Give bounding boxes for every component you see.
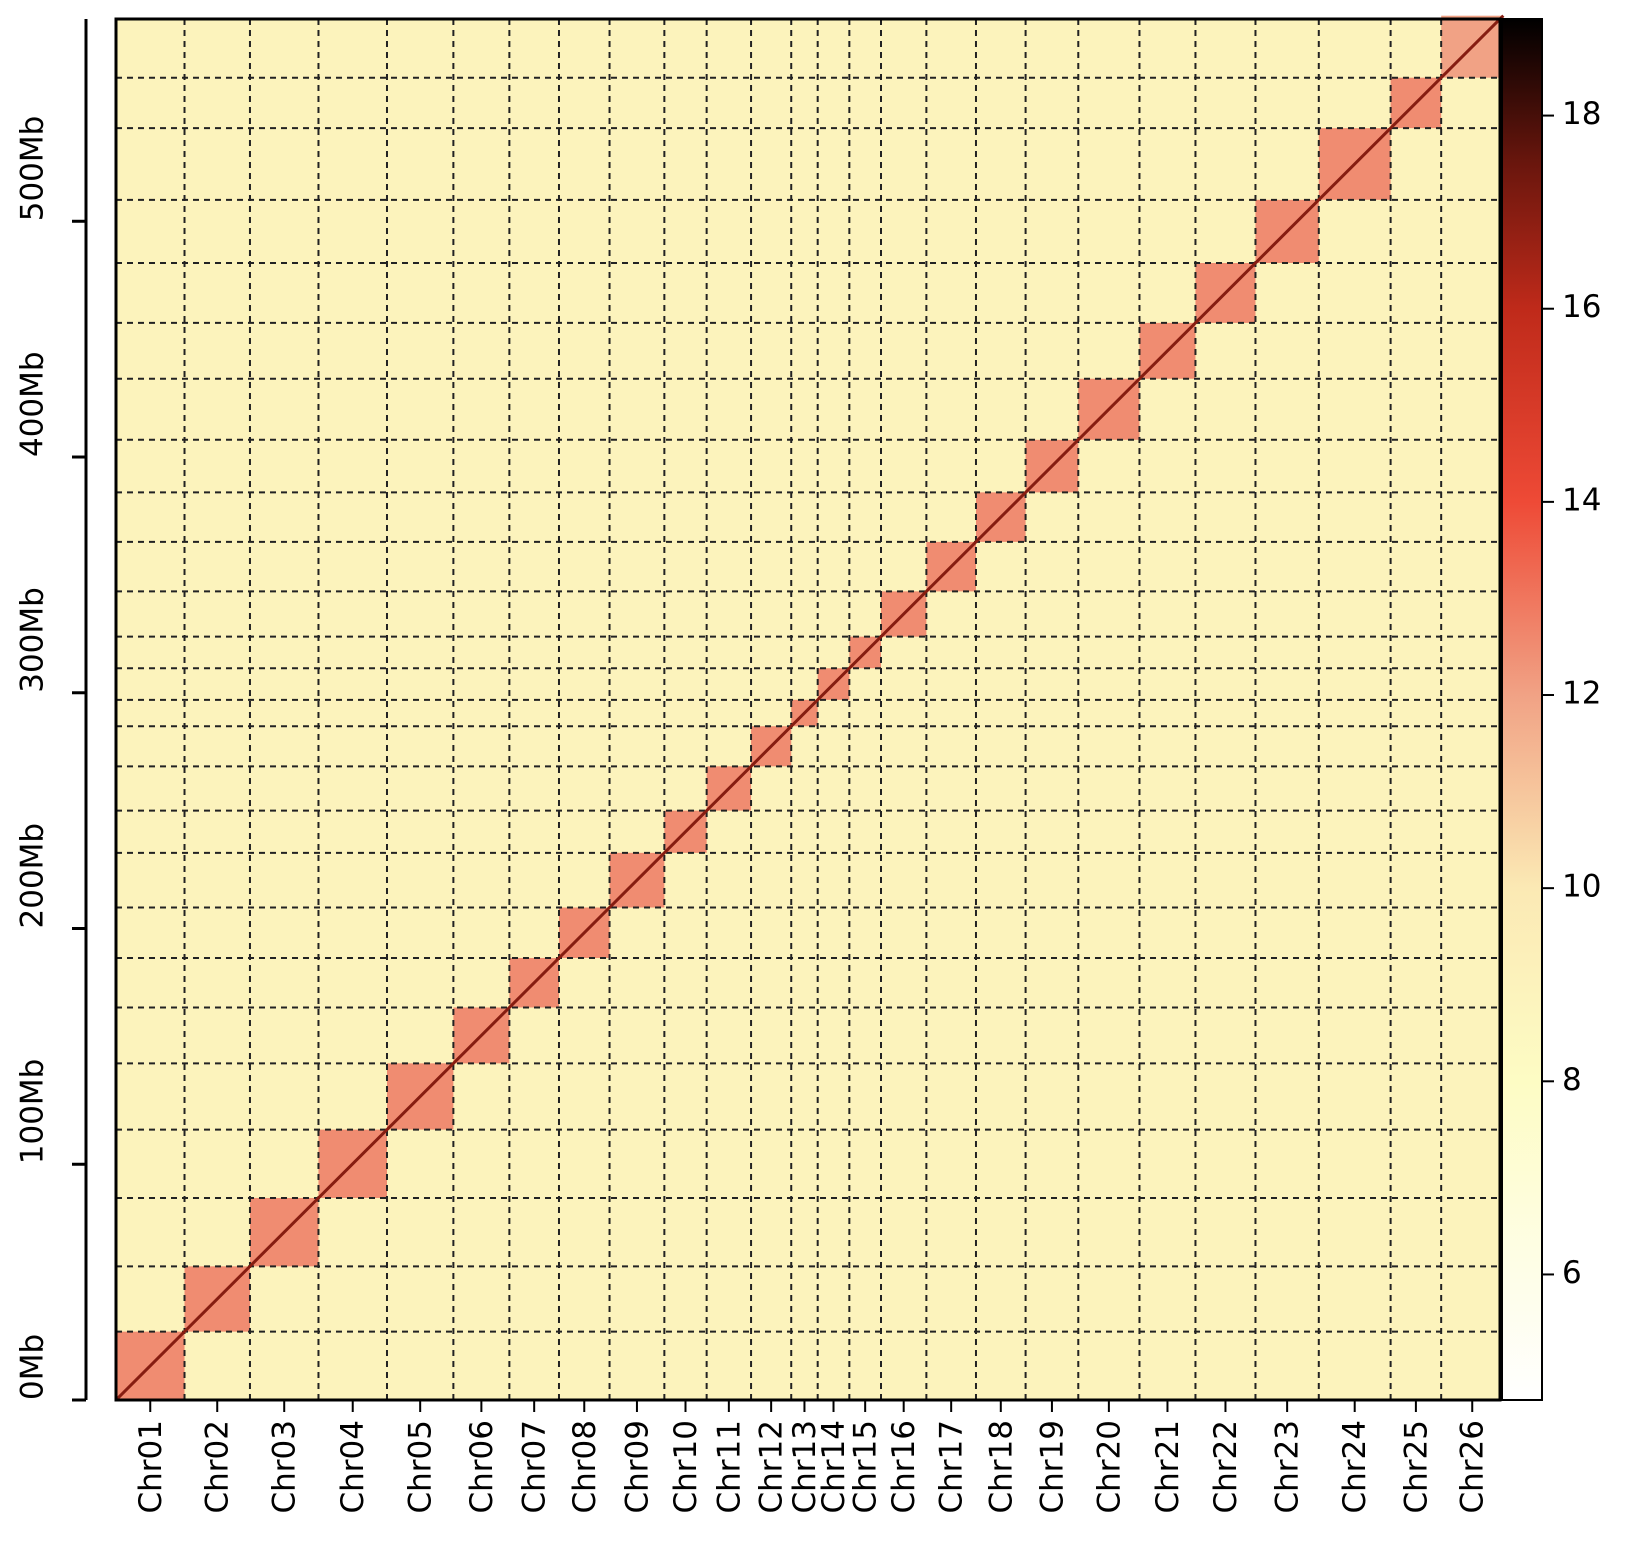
- colorbar-tick-label: 18: [1562, 96, 1601, 132]
- x-tick-label: Chr24: [1337, 1420, 1373, 1513]
- colorbar-tick-label: 6: [1562, 1255, 1582, 1291]
- x-tick-label: Chr20: [1091, 1420, 1127, 1513]
- x-tick-label: Chr03: [267, 1420, 303, 1513]
- colorbar-tick-label: 16: [1562, 289, 1601, 325]
- x-tick-label: Chr16: [886, 1420, 922, 1513]
- colorbar-tick-label: 12: [1562, 676, 1601, 712]
- y-tick-label: 400Mb: [15, 351, 51, 457]
- x-tick-label: Chr04: [335, 1420, 371, 1513]
- x-tick-label: Chr13: [787, 1420, 823, 1513]
- colorbar-tick-label: 8: [1562, 1062, 1582, 1098]
- x-tick-label: Chr05: [403, 1420, 439, 1513]
- y-tick-label: 100Mb: [15, 1059, 51, 1165]
- x-tick-label: Chr09: [619, 1420, 655, 1513]
- x-tick-label: Chr02: [200, 1420, 236, 1513]
- colorbar-tick-label: 14: [1562, 482, 1601, 518]
- x-tick-label: Chr06: [464, 1420, 500, 1513]
- x-tick-label: Chr01: [133, 1420, 169, 1513]
- x-tick-label: Chr15: [848, 1420, 884, 1513]
- x-tick-label: Chr17: [934, 1420, 970, 1513]
- x-tick-label: Chr21: [1150, 1420, 1186, 1513]
- y-tick-label: 500Mb: [15, 116, 51, 222]
- colorbar-tick-label: 10: [1562, 869, 1601, 905]
- x-tick-label: Chr19: [1034, 1420, 1070, 1513]
- x-tick-label: Chr23: [1270, 1420, 1306, 1513]
- x-tick-label: Chr12: [754, 1420, 790, 1513]
- x-tick-label: Chr07: [517, 1420, 553, 1513]
- x-tick-label: Chr18: [983, 1420, 1019, 1513]
- colorbar: [1501, 18, 1543, 1401]
- plot-frame: [114, 17, 1502, 1402]
- x-tick-label: Chr22: [1208, 1420, 1244, 1513]
- diagonal: [114, 14, 1505, 1402]
- x-tick-label: Chr14: [816, 1420, 852, 1513]
- x-tick-label: Chr10: [668, 1420, 704, 1513]
- x-tick-label: Chr25: [1398, 1420, 1434, 1513]
- y-tick-label: 300Mb: [15, 587, 51, 693]
- y-tick-label: 0Mb: [15, 1334, 51, 1400]
- x-tick-label: Chr26: [1455, 1420, 1491, 1513]
- y-tick-label: 200Mb: [15, 823, 51, 929]
- x-tick-label: Chr11: [711, 1420, 747, 1513]
- x-tick-label: Chr08: [567, 1420, 603, 1513]
